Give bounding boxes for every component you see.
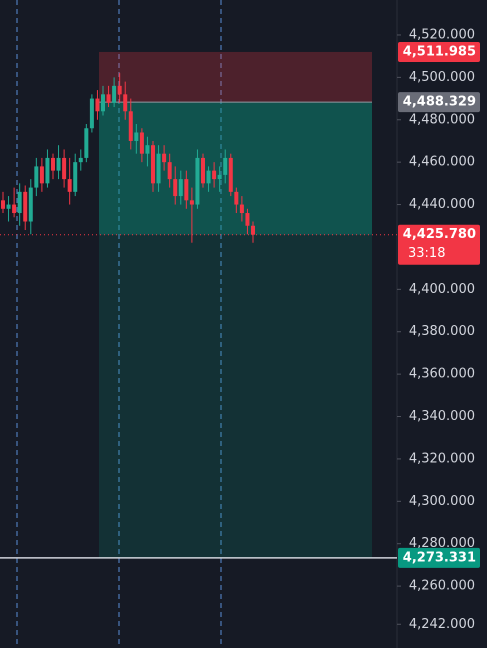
y-tick-label: 4,460.000 — [409, 155, 475, 170]
candle-body — [189, 200, 194, 205]
candle-body — [173, 179, 178, 197]
candle-body — [251, 225, 255, 235]
candle-body — [56, 157, 61, 171]
candle-body — [195, 157, 200, 205]
candle-body — [45, 157, 50, 184]
candle-body — [134, 132, 139, 141]
candle-body — [156, 153, 161, 184]
candle-body — [245, 213, 250, 226]
candle-body — [1, 200, 5, 209]
candle-body — [178, 179, 183, 197]
candle-body — [39, 166, 44, 184]
y-tick-label: 4,400.000 — [409, 282, 475, 297]
y-tick-label: 4,320.000 — [409, 451, 475, 466]
candle-body — [162, 153, 167, 163]
price-tag — [398, 547, 480, 568]
y-tick-label: 4,260.000 — [409, 579, 475, 594]
candle-body — [95, 98, 100, 112]
candle-body — [28, 187, 33, 222]
y-tick-label: 4,500.000 — [409, 70, 475, 85]
candle-body — [23, 191, 28, 222]
price-tag-label: 4,488.329 — [403, 95, 476, 110]
profit-zone-active — [99, 102, 372, 235]
candle-body — [67, 179, 72, 192]
candle-body — [123, 94, 128, 112]
candle-body — [89, 98, 94, 129]
candle-body — [101, 94, 105, 112]
candle-body — [12, 204, 17, 214]
candle-body — [117, 85, 122, 95]
profit-zone — [99, 234, 372, 558]
candle-body — [62, 157, 67, 180]
candle-body — [145, 145, 150, 154]
countdown: 33:18 — [408, 246, 445, 261]
y-tick-label: 4,520.000 — [409, 27, 475, 42]
candle-body — [112, 85, 117, 103]
candle-body — [106, 94, 111, 103]
price-tag — [398, 92, 480, 113]
y-tick-label: 4,300.000 — [409, 494, 475, 509]
stop-zone — [99, 51, 372, 103]
candle-body — [206, 170, 211, 184]
y-tick-label: 4,280.000 — [409, 536, 475, 551]
candle-body — [78, 157, 83, 163]
candle-body — [151, 145, 155, 184]
candle-body — [73, 162, 78, 192]
candle-body — [239, 204, 244, 214]
candle-body — [212, 170, 217, 180]
price-tag — [398, 41, 480, 62]
y-tick-label: 4,242.000 — [409, 617, 475, 632]
y-tick-label: 4,340.000 — [409, 409, 475, 424]
y-tick-label: 4,440.000 — [409, 197, 475, 212]
y-tick-label: 4,480.000 — [409, 112, 475, 127]
candle-body — [139, 132, 144, 154]
candle-body — [84, 128, 89, 158]
candle-body — [234, 191, 239, 205]
price-tag-label: 4,273.331 — [403, 550, 476, 565]
candle-body — [201, 157, 205, 184]
y-tick-label: 4,360.000 — [409, 367, 475, 382]
candle-body — [51, 157, 55, 171]
candle-body — [34, 166, 39, 188]
y-tick-label: 4,380.000 — [409, 324, 475, 339]
candle-body — [167, 162, 172, 180]
price-tag — [398, 224, 480, 265]
candle-body — [228, 157, 233, 192]
candle-body — [217, 174, 222, 180]
candle-body — [128, 111, 133, 141]
candle-body — [223, 157, 228, 175]
candle-body — [184, 179, 189, 201]
price-tag-label: 4,425.780 — [403, 227, 476, 242]
candle-body — [17, 191, 22, 214]
price-tag-label: 4,511.985 — [403, 44, 476, 59]
candle-body — [6, 204, 11, 209]
